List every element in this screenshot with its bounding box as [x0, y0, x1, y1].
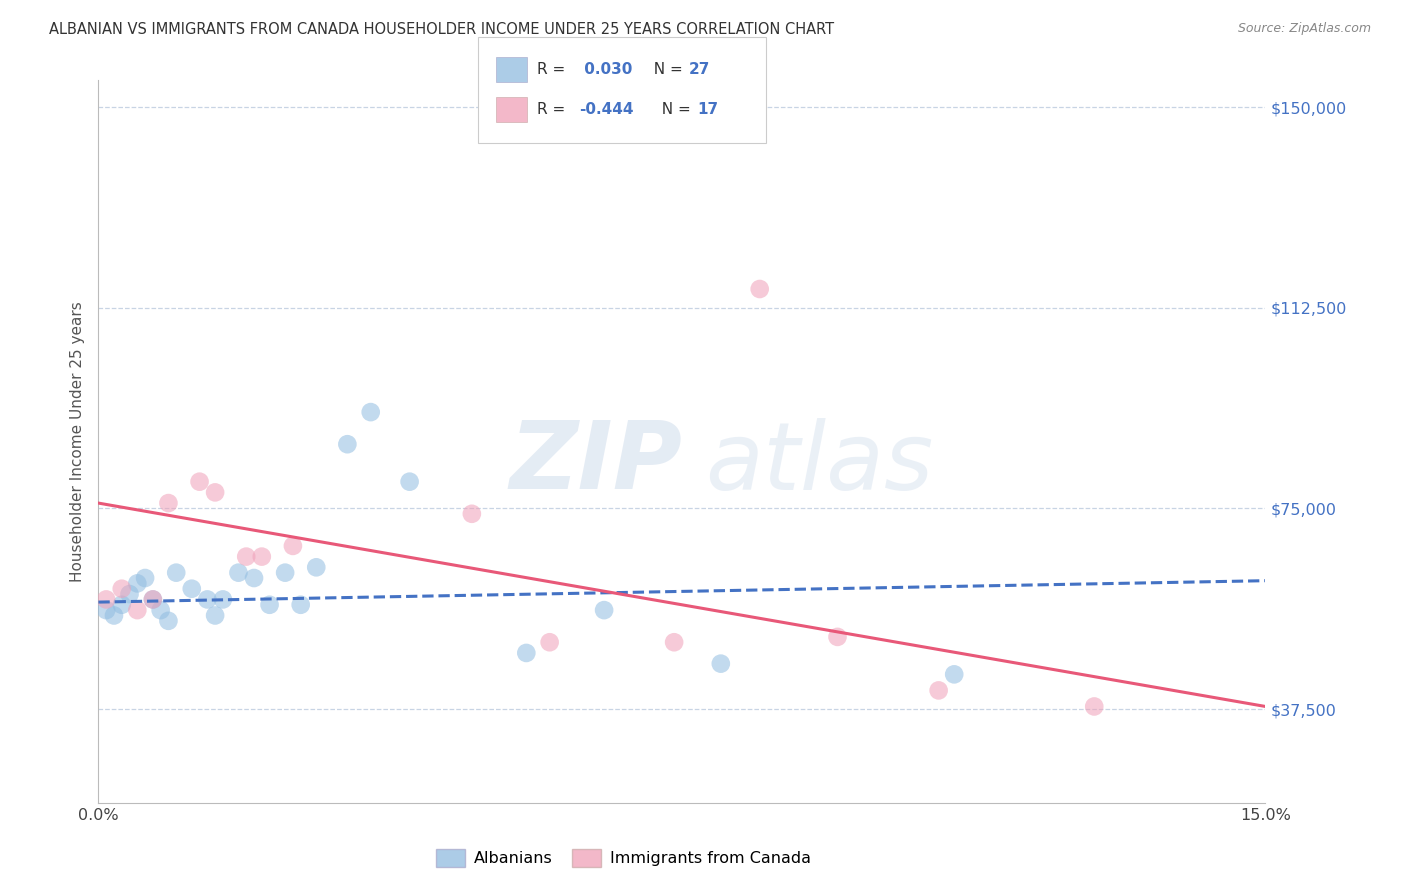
Point [103, 608, 125, 623]
Point [748, 282, 770, 296]
Point [398, 475, 420, 489]
Point [157, 496, 180, 510]
Point [461, 507, 484, 521]
Point [111, 598, 134, 612]
Point [274, 566, 297, 580]
Text: 27: 27 [689, 62, 710, 77]
Point [180, 582, 202, 596]
Point [142, 592, 165, 607]
Point [118, 587, 141, 601]
Point [305, 560, 328, 574]
Point [1083, 699, 1105, 714]
Point [290, 598, 312, 612]
Point [157, 614, 180, 628]
Text: ALBANIAN VS IMMIGRANTS FROM CANADA HOUSEHOLDER INCOME UNDER 25 YEARS CORRELATION: ALBANIAN VS IMMIGRANTS FROM CANADA HOUSE… [49, 22, 834, 37]
Point [928, 683, 950, 698]
Point [250, 549, 273, 564]
Legend: Albanians, Immigrants from Canada: Albanians, Immigrants from Canada [436, 848, 811, 867]
Point [142, 592, 165, 607]
Text: R =: R = [537, 103, 571, 117]
Y-axis label: Householder Income Under 25 years: Householder Income Under 25 years [69, 301, 84, 582]
Point [195, 592, 218, 607]
Point [127, 603, 149, 617]
Text: N =: N = [644, 62, 688, 77]
Point [662, 635, 685, 649]
Point [943, 667, 966, 681]
Point [96, 592, 118, 607]
Point [127, 576, 149, 591]
Point [593, 603, 616, 617]
Point [360, 405, 382, 419]
Point [235, 549, 257, 564]
Text: 0.030: 0.030 [579, 62, 633, 77]
Text: N =: N = [652, 103, 696, 117]
Point [212, 592, 235, 607]
Point [538, 635, 561, 649]
Text: Source: ZipAtlas.com: Source: ZipAtlas.com [1237, 22, 1371, 36]
Text: ZIP: ZIP [509, 417, 682, 509]
Point [228, 566, 250, 580]
Text: -0.444: -0.444 [579, 103, 634, 117]
Point [188, 475, 211, 489]
Point [336, 437, 359, 451]
Point [259, 598, 281, 612]
Point [281, 539, 304, 553]
Text: R =: R = [537, 62, 571, 77]
Point [149, 603, 172, 617]
Text: 17: 17 [697, 103, 718, 117]
Point [111, 582, 134, 596]
Point [710, 657, 733, 671]
Point [243, 571, 266, 585]
Point [96, 603, 118, 617]
Point [827, 630, 849, 644]
Point [204, 608, 226, 623]
Point [515, 646, 537, 660]
Text: atlas: atlas [706, 417, 934, 508]
Point [165, 566, 187, 580]
Point [134, 571, 156, 585]
Point [204, 485, 226, 500]
